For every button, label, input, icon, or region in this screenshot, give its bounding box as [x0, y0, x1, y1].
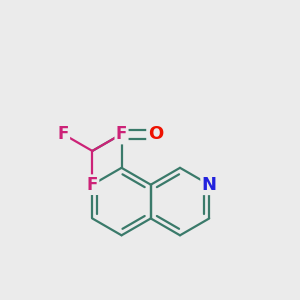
- Text: F: F: [116, 125, 127, 143]
- Text: O: O: [148, 125, 163, 143]
- Text: F: F: [87, 176, 98, 194]
- Text: N: N: [202, 176, 217, 194]
- Text: F: F: [57, 125, 69, 143]
